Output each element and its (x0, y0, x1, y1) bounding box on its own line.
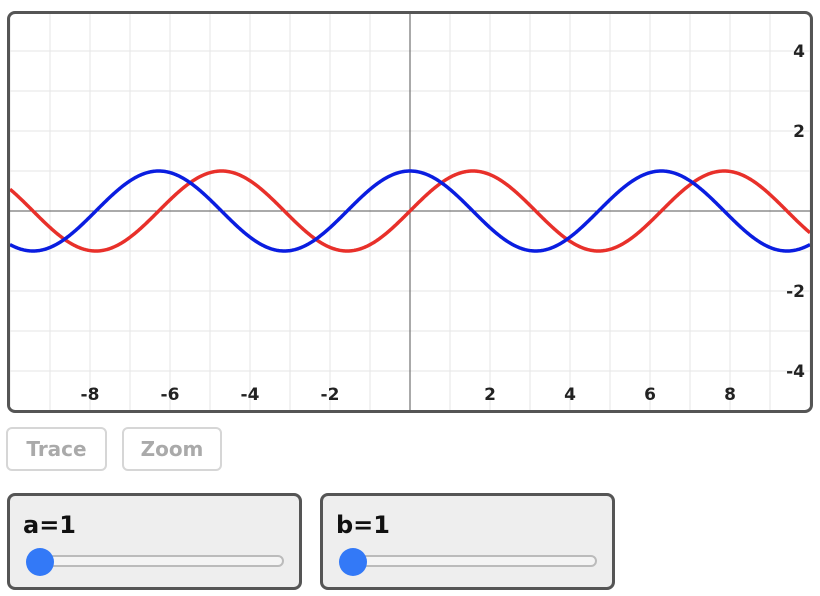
slider-b-track[interactable] (349, 555, 597, 567)
x-tick-label: 4 (564, 385, 576, 405)
sin-curve (10, 169, 810, 253)
tick-labels: -8 -6 -4 -2 2 4 6 8 4 2 -2 -4 (81, 42, 806, 405)
curves (10, 169, 810, 253)
slider-panel-a: a=1 (7, 493, 302, 590)
y-tick-label: -4 (786, 362, 805, 382)
y-tick-label: -2 (786, 282, 805, 302)
graph-panel[interactable]: -8 -6 -4 -2 2 4 6 8 4 2 -2 -4 (7, 11, 813, 413)
x-tick-label: -8 (81, 385, 100, 405)
y-tick-label: 2 (793, 122, 805, 142)
x-tick-label: -6 (161, 385, 180, 405)
slider-a-thumb[interactable] (26, 548, 54, 576)
slider-b-label: b=1 (336, 511, 390, 539)
function-graph[interactable]: -8 -6 -4 -2 2 4 6 8 4 2 -2 -4 (7, 11, 813, 413)
zoom-button[interactable]: Zoom (122, 427, 222, 471)
slider-a-track[interactable] (36, 555, 284, 567)
slider-a-label: a=1 (23, 511, 77, 539)
slider-b-thumb[interactable] (339, 548, 367, 576)
x-tick-label: 6 (644, 385, 656, 405)
slider-panel-b: b=1 (320, 493, 615, 590)
cos-curve (10, 169, 810, 253)
trace-button[interactable]: Trace (6, 427, 107, 471)
x-tick-label: -2 (321, 385, 340, 405)
x-tick-label: 2 (484, 385, 496, 405)
x-tick-label: -4 (241, 385, 260, 405)
x-tick-label: 8 (724, 385, 736, 405)
y-tick-label: 4 (793, 42, 805, 62)
